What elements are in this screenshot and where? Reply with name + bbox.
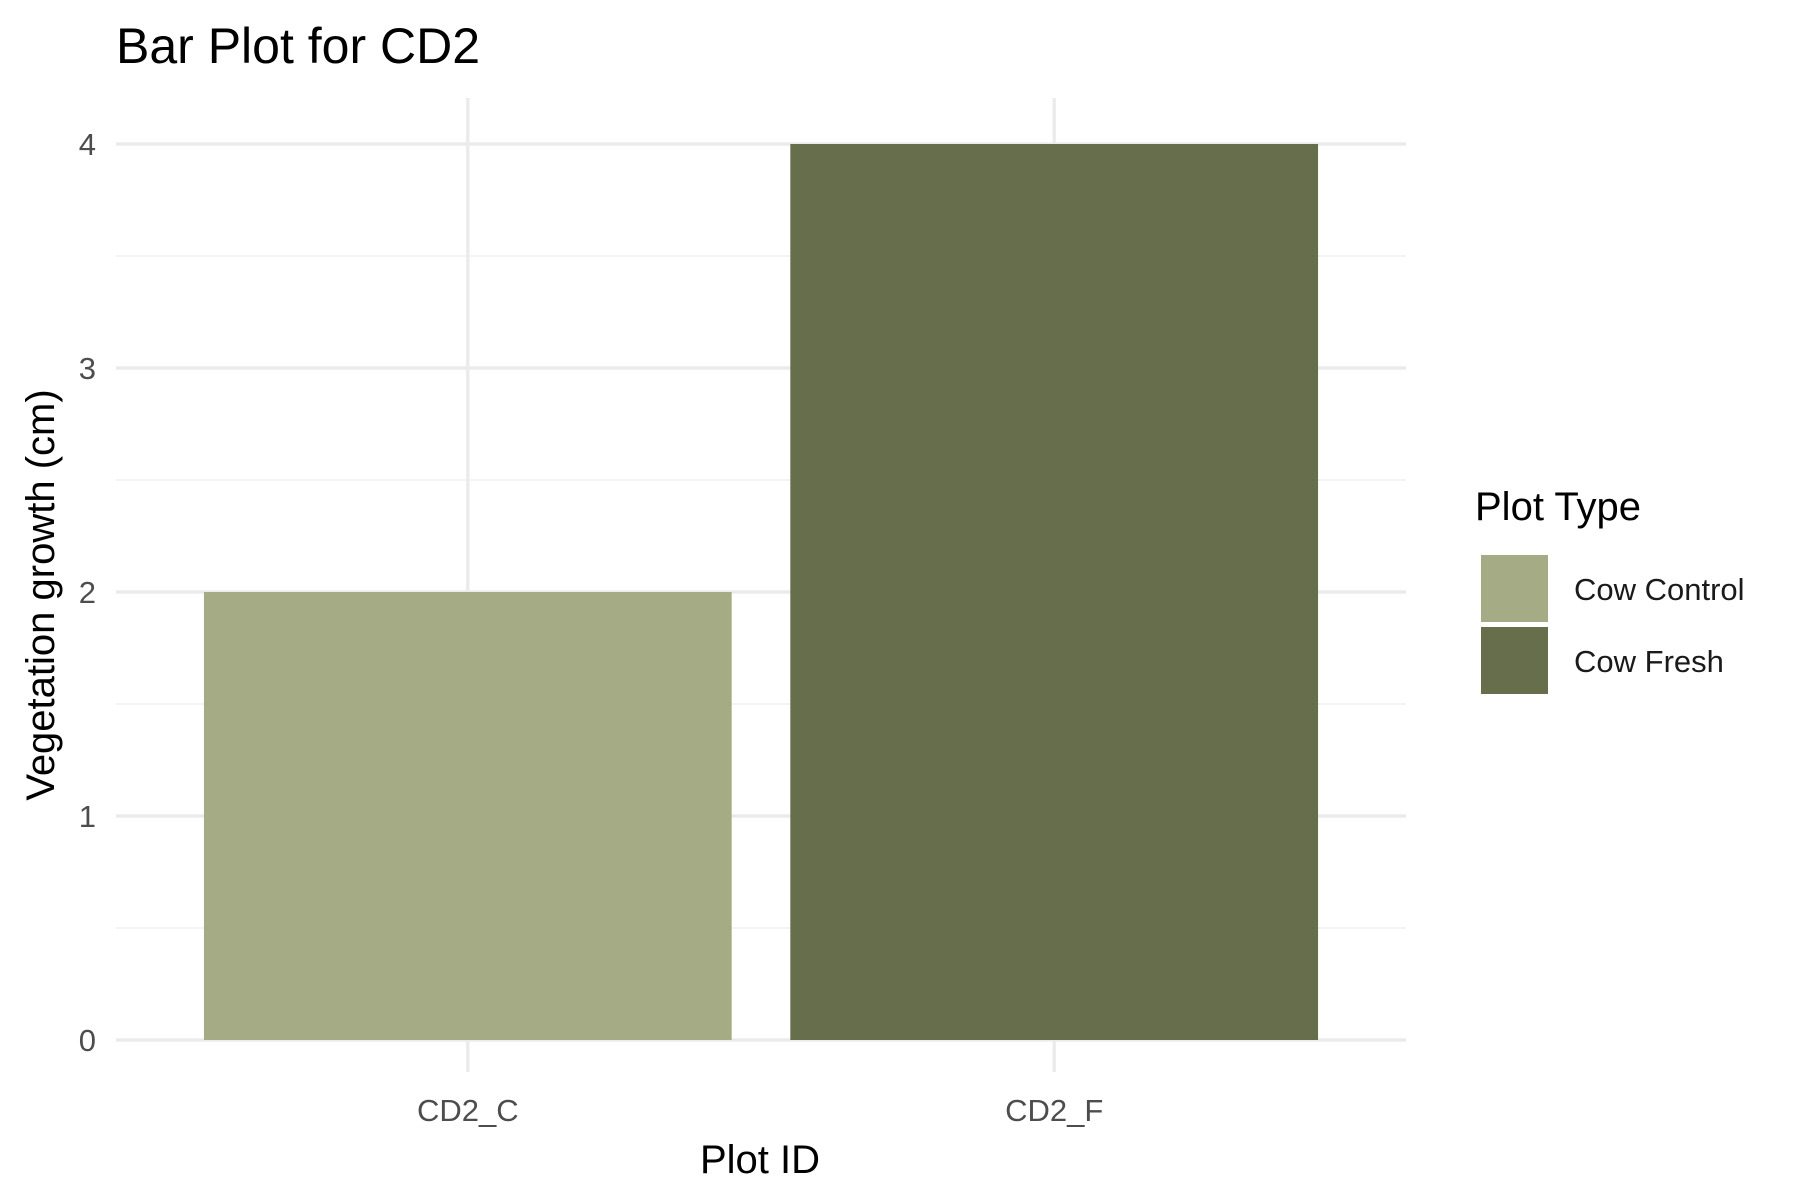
y-tick-label: 1	[79, 799, 96, 834]
chart-title: Bar Plot for CD2	[116, 18, 480, 74]
x-axis-title: Plot ID	[700, 1138, 820, 1182]
y-axis-title: Vegetation growth (cm)	[19, 389, 63, 800]
legend-key	[1481, 555, 1548, 622]
legend-entries: Cow Control Cow Fresh	[1481, 555, 1745, 694]
y-tick-label: 2	[79, 575, 96, 610]
bar-CD2_F	[790, 144, 1319, 1040]
legend-label: Cow Control	[1574, 572, 1745, 607]
y-tick-label: 3	[79, 351, 96, 386]
y-axis-ticks: 0 1 2 3 4	[79, 127, 96, 1058]
x-tick-label: CD2_C	[417, 1093, 519, 1128]
legend: Plot Type Cow Control Cow Fresh	[1475, 485, 1745, 694]
legend-title: Plot Type	[1475, 485, 1641, 529]
x-axis-ticks: CD2_C CD2_F	[417, 1093, 1103, 1128]
x-tick-label: CD2_F	[1005, 1093, 1103, 1128]
y-tick-label: 0	[79, 1023, 96, 1058]
bar-CD2_C	[203, 592, 732, 1040]
y-tick-label: 4	[79, 127, 96, 162]
legend-label: Cow Fresh	[1574, 644, 1724, 679]
bars	[203, 144, 1319, 1040]
legend-key	[1481, 627, 1548, 694]
